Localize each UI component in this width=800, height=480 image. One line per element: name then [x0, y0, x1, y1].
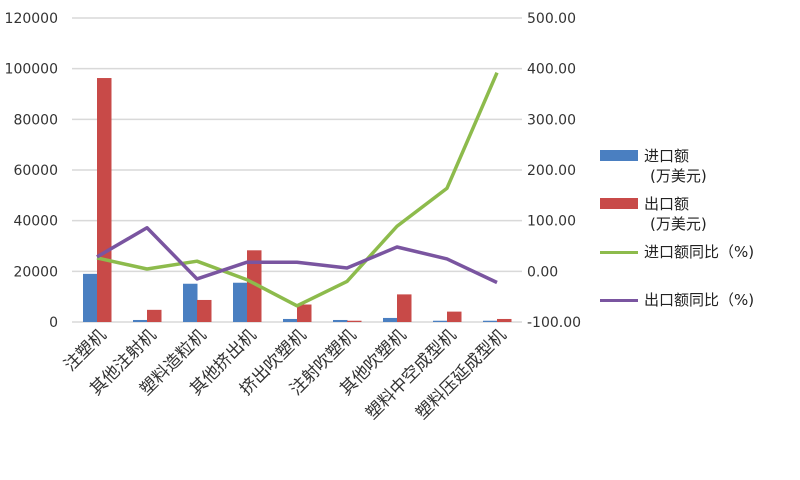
- legend-label: 进口额同比（%): [644, 243, 755, 261]
- legend-label: 出口额: [644, 195, 690, 213]
- bar-export: [247, 250, 262, 322]
- bar-import: [383, 317, 398, 322]
- right-tick-label: 400.00: [527, 62, 576, 78]
- right-tick-label: 200.00: [527, 163, 576, 179]
- bar-export: [147, 309, 162, 322]
- category-label: 塑料压延成型机: [412, 325, 510, 423]
- right-tick-label: 100.00: [527, 214, 576, 230]
- legend-label-unit: (万美元): [650, 167, 707, 185]
- bar-import: [133, 319, 148, 322]
- bar-export: [197, 299, 212, 322]
- left-tick-label: 20000: [13, 264, 58, 280]
- bar-export: [97, 78, 112, 322]
- bar-export: [297, 304, 312, 322]
- legend-item-import-yoy: 进口额同比（%): [600, 242, 754, 262]
- bar-export: [497, 318, 512, 322]
- legend-item-export-yoy: 出口额同比（%): [600, 290, 754, 310]
- bar-import: [233, 282, 248, 322]
- bar-import: [483, 320, 498, 322]
- legend-label: 进口额: [644, 147, 690, 165]
- legend-line: [600, 299, 638, 302]
- bar-export: [347, 320, 362, 322]
- legend-item-export: 出口额 (万美元): [600, 194, 754, 234]
- left-tick-label: 0: [49, 315, 58, 331]
- left-tick-label: 60000: [13, 163, 58, 179]
- bar-import: [83, 273, 98, 322]
- category-label: 塑料中空成型机: [362, 325, 460, 423]
- bar-export: [397, 294, 412, 322]
- legend-swatch: [600, 198, 638, 209]
- legend-item-import: 进口额 (万美元): [600, 146, 754, 186]
- legend-label: 出口额同比（%): [644, 291, 755, 309]
- legend-line: [600, 251, 638, 254]
- left-tick-label: 100000: [5, 62, 58, 78]
- bar-import: [183, 283, 198, 322]
- bar-import: [333, 319, 348, 322]
- legend-label-unit: (万美元): [650, 215, 707, 233]
- left-tick-label: 120000: [5, 11, 58, 27]
- legend: 进口额 (万美元) 出口额 (万美元) 进口额同比（%) 出口额同比（%): [600, 146, 754, 318]
- left-tick-label: 40000: [13, 214, 58, 230]
- bar-import: [433, 320, 448, 322]
- left-tick-label: 80000: [13, 112, 58, 128]
- right-tick-label: 500.00: [527, 11, 576, 27]
- line-export-yoy: [96, 226, 498, 285]
- bar-export: [447, 311, 462, 322]
- right-tick-label: -100.00: [527, 315, 581, 331]
- legend-swatch: [600, 150, 638, 161]
- bar-import: [283, 318, 298, 322]
- right-tick-label: 300.00: [527, 112, 576, 128]
- right-tick-label: 0.00: [527, 264, 558, 280]
